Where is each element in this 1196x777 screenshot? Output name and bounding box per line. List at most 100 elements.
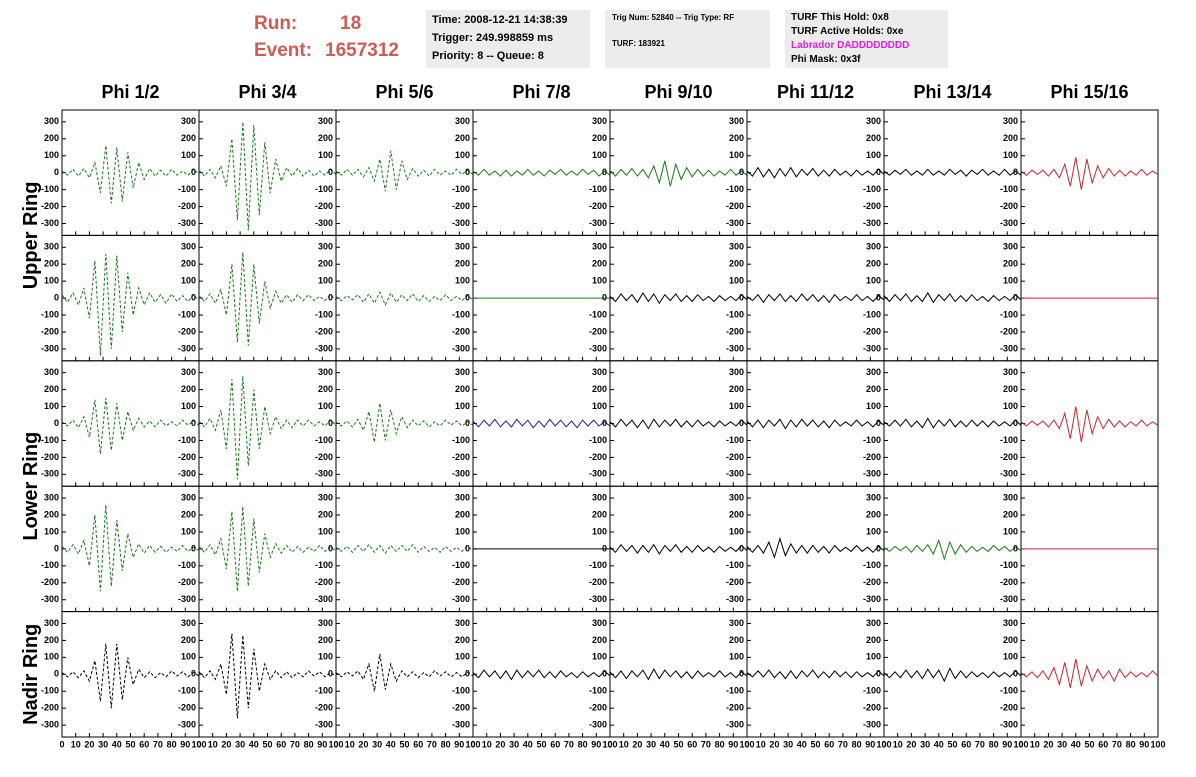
y-tick-label: 0 (1013, 292, 1018, 302)
y-tick-label: -200 (1000, 703, 1018, 713)
x-tick-label: 50 (673, 739, 683, 749)
y-tick-label: 300 (44, 367, 59, 377)
x-tick-label: 60 (139, 739, 149, 749)
y-tick-label: 100 (866, 401, 881, 411)
x-tick-label: 80 (852, 739, 862, 749)
y-tick-label: -200 (315, 201, 333, 211)
waveform (746, 537, 885, 560)
y-tick-label: 200 (1003, 384, 1018, 394)
x-tick-label: 0 (470, 739, 475, 749)
y-tick-label: 200 (455, 133, 470, 143)
column-title: Phi 13/14 (913, 82, 991, 102)
y-tick-label: 300 (729, 116, 744, 126)
x-tick-label: 100 (876, 739, 891, 749)
y-tick-label: 200 (318, 384, 333, 394)
y-tick-label: 100 (729, 526, 744, 536)
y-tick-label: 200 (318, 133, 333, 143)
x-tick-label: 10 (345, 739, 355, 749)
y-tick-label: 200 (1003, 133, 1018, 143)
x-tick-label: 90 (1139, 739, 1149, 749)
info-text: Trigger: 249.998859 ms (432, 32, 553, 44)
x-tick-label: 10 (756, 739, 766, 749)
y-tick-label: -100 (41, 309, 59, 319)
y-tick-label: 300 (729, 242, 744, 252)
y-tick-label: 0 (328, 669, 333, 679)
x-tick-label: 20 (495, 739, 505, 749)
y-tick-label: 0 (54, 418, 59, 428)
y-tick-label: -300 (178, 343, 196, 353)
y-tick-label: 300 (44, 618, 59, 628)
x-tick-label: 30 (920, 739, 930, 749)
y-tick-label: -300 (452, 720, 470, 730)
y-tick-label: -300 (1000, 469, 1018, 479)
y-tick-label: 200 (455, 635, 470, 645)
x-tick-label: 20 (632, 739, 642, 749)
info-text: TURF Active Holds: 0xe (791, 26, 904, 37)
y-tick-label: 200 (318, 259, 333, 269)
x-tick-label: 0 (1018, 739, 1023, 749)
y-tick-label: -200 (1000, 201, 1018, 211)
y-tick-label: 0 (191, 292, 196, 302)
y-tick-label: -100 (1000, 184, 1018, 194)
waveform (746, 166, 885, 179)
y-tick-label: 100 (455, 652, 470, 662)
y-tick-label: 200 (866, 133, 881, 143)
x-tick-label: 20 (221, 739, 231, 749)
ring-label: Lower Ring (20, 432, 42, 541)
waveform (609, 543, 748, 555)
y-tick-label: 300 (455, 116, 470, 126)
x-tick-label: 90 (865, 739, 875, 749)
y-tick-label: -100 (452, 435, 470, 445)
y-tick-label: -200 (589, 703, 607, 713)
waveform (883, 168, 1022, 177)
x-tick-label: 30 (509, 739, 519, 749)
x-tick-label: 90 (1002, 739, 1012, 749)
info-text: Priority: 8 -- Queue: 8 (432, 50, 544, 62)
x-tick-label: 80 (715, 739, 725, 749)
y-tick-label: 100 (455, 401, 470, 411)
y-tick-label: 0 (328, 418, 333, 428)
waveform (609, 292, 748, 305)
x-tick-label: 80 (304, 739, 314, 749)
y-tick-label: -200 (41, 452, 59, 462)
y-tick-label: 200 (318, 509, 333, 519)
y-tick-label: 300 (455, 492, 470, 502)
y-tick-label: 0 (602, 543, 607, 553)
x-tick-label: 50 (125, 739, 135, 749)
y-tick-label: -300 (863, 469, 881, 479)
x-tick-label: 90 (317, 739, 327, 749)
y-tick-label: 0 (876, 543, 881, 553)
y-tick-label: -300 (1000, 720, 1018, 730)
y-tick-label: 0 (191, 167, 196, 177)
y-tick-label: 100 (44, 526, 59, 536)
waveform (335, 150, 474, 192)
y-tick-label: 200 (181, 133, 196, 143)
y-tick-label: 300 (729, 367, 744, 377)
y-tick-label: 300 (592, 367, 607, 377)
waveform (198, 376, 337, 480)
y-tick-label: -100 (452, 184, 470, 194)
x-tick-label: 40 (1071, 739, 1081, 749)
y-tick-label: 300 (729, 492, 744, 502)
y-tick-label: 0 (328, 543, 333, 553)
panel-frame (335, 109, 474, 236)
x-tick-label: 90 (180, 739, 190, 749)
waveform (61, 643, 200, 709)
y-tick-label: 100 (455, 526, 470, 536)
waveform (609, 160, 748, 187)
y-tick-label: 100 (866, 276, 881, 286)
waveform (472, 669, 611, 681)
y-tick-label: 200 (729, 509, 744, 519)
panel-frame (61, 234, 200, 362)
y-tick-label: -200 (589, 326, 607, 336)
waveform (335, 543, 474, 554)
waveform (1020, 406, 1159, 443)
panel-frame (61, 611, 200, 738)
panel-frame (883, 109, 1022, 236)
y-tick-label: 300 (181, 367, 196, 377)
y-tick-label: 200 (44, 259, 59, 269)
y-tick-label: 300 (181, 492, 196, 502)
y-tick-label: -100 (41, 560, 59, 570)
waveform (61, 253, 200, 356)
y-tick-label: 0 (876, 669, 881, 679)
